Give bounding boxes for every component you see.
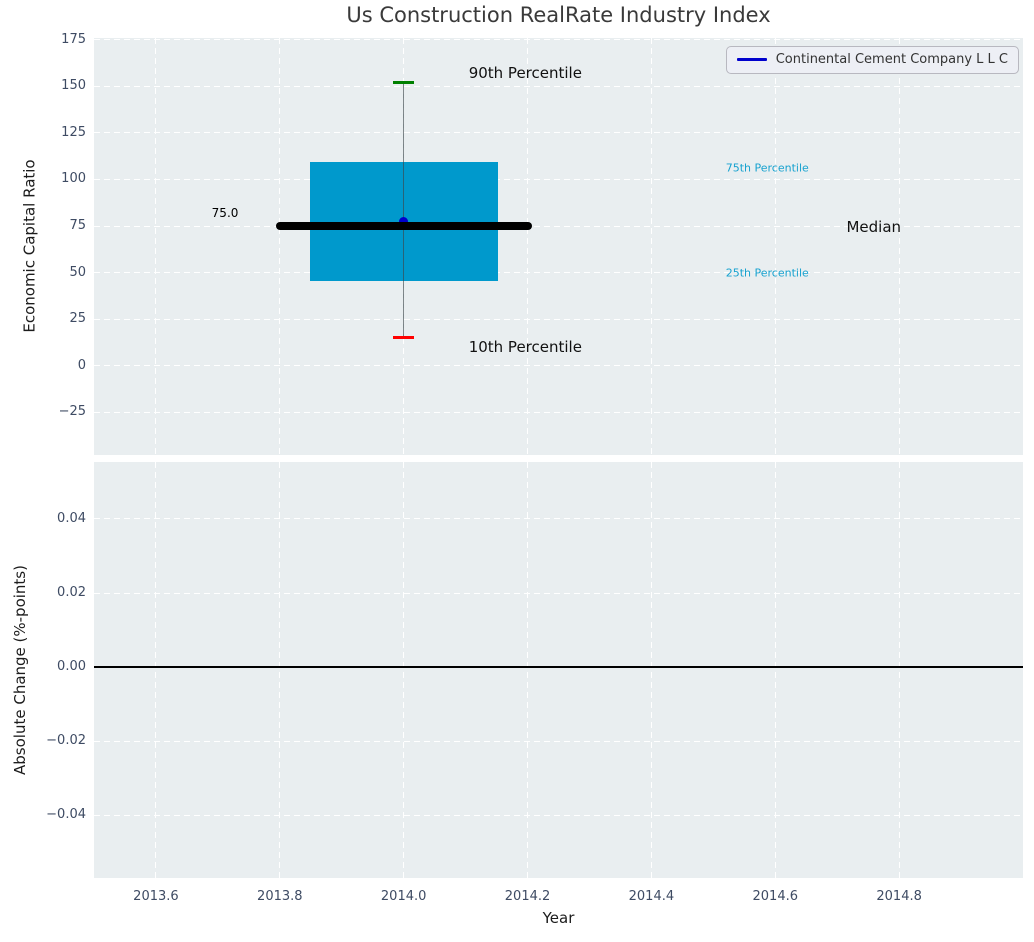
gridline-vertical — [774, 462, 776, 878]
chart-title: Us Construction RealRate Industry Index — [346, 3, 771, 27]
gridline-vertical — [774, 38, 776, 455]
whisker-line — [402, 82, 405, 338]
x-tick-label: 2013.8 — [257, 889, 303, 904]
y-axis-label-top: Economic Capital Ratio — [20, 159, 39, 333]
gridline-vertical — [898, 462, 900, 878]
zero-line — [94, 666, 1023, 668]
gridline-horizontal — [94, 85, 1023, 87]
top-plot-area: Continental Cement Company L L C 75.0 90t… — [94, 38, 1023, 455]
gridline-vertical — [650, 38, 652, 455]
y-tick-label: −25 — [58, 404, 86, 420]
gridline-vertical — [155, 38, 157, 455]
gridline-horizontal — [94, 411, 1023, 413]
gridline-horizontal — [94, 592, 1023, 594]
gridline-horizontal — [94, 318, 1023, 320]
bottom-plot-area — [94, 462, 1023, 878]
y-tick-label: 0.02 — [57, 585, 86, 601]
y-tick-label: 100 — [61, 171, 86, 187]
annotation-90th-percentile: 90th Percentile — [468, 64, 582, 83]
annotation-25th-percentile: 25th Percentile — [725, 266, 809, 280]
x-tick-label: 2014.4 — [628, 889, 675, 904]
gridline-vertical — [279, 462, 281, 878]
gridline-vertical — [898, 38, 900, 455]
whisker-cap-90th — [393, 80, 414, 85]
y-tick-label: 0.00 — [57, 659, 86, 675]
x-tick-label: 2014.8 — [876, 889, 922, 904]
gridline-vertical — [403, 462, 405, 878]
y-tick-label: 0.04 — [57, 510, 86, 526]
gridline-vertical — [279, 38, 281, 455]
gridline-horizontal — [94, 225, 1023, 227]
x-tick-label: 2014.2 — [504, 889, 551, 904]
annotation-10th-percentile: 10th Percentile — [468, 338, 582, 357]
gridline-vertical — [155, 462, 157, 878]
y-tick-label: 125 — [61, 124, 86, 140]
y-tick-label: 150 — [61, 78, 86, 94]
x-axis-label: Year — [542, 909, 575, 927]
y-tick-label: 25 — [69, 311, 86, 327]
y-tick-label: 175 — [61, 31, 86, 47]
annotation-median: Median — [846, 217, 902, 236]
legend-line-sample — [736, 58, 767, 61]
legend-label: Continental Cement Company L L C — [775, 52, 1008, 67]
annotation-75th-percentile: 75th Percentile — [725, 161, 809, 175]
gridline-horizontal — [94, 39, 1023, 41]
gridline-horizontal — [94, 365, 1023, 367]
company-data-point — [399, 217, 409, 227]
gridline-horizontal — [94, 740, 1023, 742]
y-tick-label: −0.02 — [46, 733, 86, 749]
y-tick-label: 75 — [69, 218, 86, 234]
annotation-75-0: 75.0 — [211, 205, 239, 220]
median-line — [275, 222, 532, 231]
y-tick-label: 50 — [69, 264, 86, 280]
gridline-vertical — [650, 462, 652, 878]
legend: Continental Cement Company L L C — [725, 46, 1019, 74]
gridline-horizontal — [94, 132, 1023, 134]
gridline-vertical — [527, 462, 529, 878]
whisker-cap-10th — [393, 335, 414, 340]
x-tick-label: 2013.6 — [133, 889, 179, 904]
y-tick-label: 0 — [77, 357, 86, 373]
gridline-horizontal — [94, 178, 1023, 180]
x-tick-label: 2014.6 — [752, 889, 799, 904]
gridline-horizontal — [94, 814, 1023, 816]
gridline-vertical — [527, 38, 529, 455]
x-tick-label: 2014.0 — [380, 889, 427, 904]
gridline-horizontal — [94, 518, 1023, 520]
y-tick-label: −0.04 — [46, 807, 86, 823]
gridline-horizontal — [94, 272, 1023, 274]
